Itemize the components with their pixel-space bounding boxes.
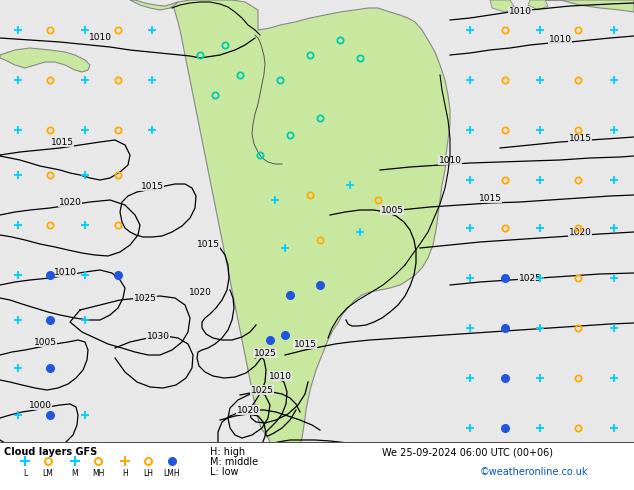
Text: 1010: 1010 — [249, 447, 271, 457]
Text: 1030: 1030 — [146, 332, 169, 341]
Text: 1010: 1010 — [439, 155, 462, 165]
Text: 1015: 1015 — [197, 240, 219, 248]
Text: 1000: 1000 — [29, 400, 51, 410]
Polygon shape — [130, 0, 178, 10]
Text: 1010: 1010 — [548, 35, 571, 45]
FancyBboxPatch shape — [0, 442, 634, 490]
Text: 1010: 1010 — [89, 33, 112, 43]
Text: LM: LM — [42, 468, 53, 477]
Polygon shape — [172, 0, 450, 462]
Text: 1015: 1015 — [479, 194, 501, 202]
Text: M: middle: M: middle — [210, 457, 258, 467]
Text: 1005: 1005 — [183, 458, 207, 466]
Text: H: H — [122, 468, 128, 477]
Text: 1020: 1020 — [58, 197, 81, 206]
Text: 1005: 1005 — [380, 205, 403, 215]
Text: 1015: 1015 — [141, 181, 164, 191]
Text: 1020: 1020 — [236, 406, 259, 415]
Polygon shape — [545, 0, 634, 12]
Text: M: M — [72, 468, 79, 477]
Text: ©weatheronline.co.uk: ©weatheronline.co.uk — [480, 467, 588, 477]
Text: L: low: L: low — [210, 467, 238, 477]
Text: 1010: 1010 — [53, 268, 77, 276]
Text: 1000: 1000 — [89, 471, 112, 481]
Text: 1020: 1020 — [569, 227, 592, 237]
Text: 1010: 1010 — [269, 371, 292, 381]
Text: 1010: 1010 — [508, 7, 531, 17]
Text: 1020: 1020 — [188, 288, 211, 296]
Text: 1025: 1025 — [250, 386, 273, 394]
Polygon shape — [0, 48, 90, 72]
Text: LH: LH — [143, 468, 153, 477]
Text: 995: 995 — [391, 467, 409, 476]
Text: LMH: LMH — [164, 468, 180, 477]
Text: H: high: H: high — [210, 447, 245, 457]
Polygon shape — [528, 0, 548, 10]
Text: 990: 990 — [361, 483, 378, 490]
Text: 1025: 1025 — [134, 294, 157, 302]
Text: 1025: 1025 — [519, 273, 541, 283]
Text: 1015: 1015 — [51, 138, 74, 147]
Text: Cloud layers GFS: Cloud layers GFS — [4, 447, 97, 457]
Text: 1005: 1005 — [34, 338, 56, 346]
Text: 1025: 1025 — [254, 348, 276, 358]
Polygon shape — [490, 0, 515, 12]
Text: 1015: 1015 — [569, 133, 592, 143]
Text: 1015: 1015 — [294, 340, 316, 348]
Text: MH: MH — [92, 468, 104, 477]
Text: We 25-09-2024 06:00 UTC (00+06): We 25-09-2024 06:00 UTC (00+06) — [382, 447, 553, 457]
Text: L: L — [23, 468, 27, 477]
